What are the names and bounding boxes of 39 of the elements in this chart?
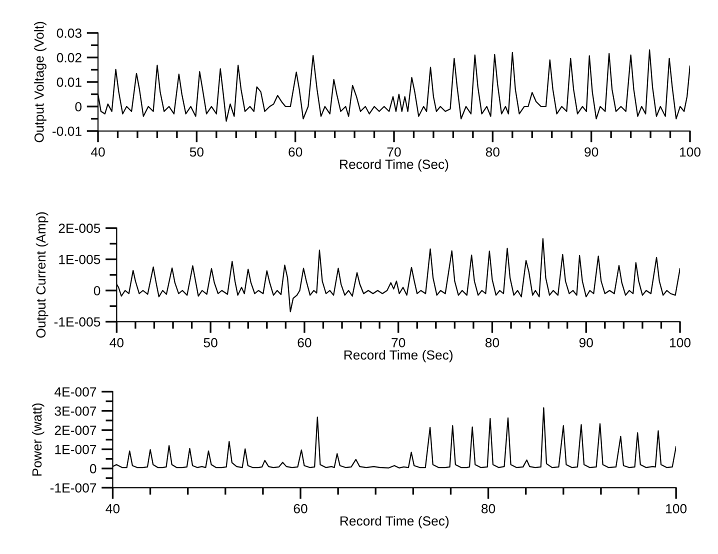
y-tick-label: 0.03: [56, 28, 82, 38]
y-tick-label: 0: [90, 464, 96, 474]
y-tick-label: -0.01: [52, 126, 82, 136]
y-tick-label: 0.01: [56, 78, 82, 87]
x-tick-label: 100: [666, 504, 687, 514]
y-axis-title: Power (watt): [32, 403, 44, 476]
y-tick-label: 4E-007: [54, 387, 96, 397]
y-tick-label: 1E-007: [55, 444, 96, 454]
y-tick-label: -1E-007: [50, 483, 96, 493]
x-tick-label: 80: [482, 504, 496, 514]
y-tick-label: 3E-007: [54, 406, 96, 416]
x-tick-label: 40: [90, 147, 105, 157]
x-tick-label: 100: [680, 147, 700, 157]
y-tick-label: 0.02: [56, 53, 82, 62]
y-tick-label: 0: [94, 286, 100, 296]
x-tick-label: 80: [486, 147, 500, 157]
x-tick-label: 50: [190, 147, 204, 157]
x-tick-label: 90: [584, 147, 598, 157]
y-tick-label: 2E-007: [54, 426, 96, 435]
x-tick-label: 60: [298, 338, 312, 348]
x-tick-label: 80: [485, 338, 500, 348]
y-tick-label: 2E-005: [58, 224, 100, 233]
y-tick-label: 0: [75, 102, 82, 112]
x-tick-label: 70: [387, 147, 401, 157]
x-tick-label: 100: [670, 338, 691, 348]
x-tick-label: 90: [579, 338, 593, 348]
x-axis-title: Record Time (Sec): [340, 516, 449, 528]
x-tick-label: 50: [204, 338, 218, 348]
x-tick-label: 60: [288, 147, 302, 157]
x-axis-title: Record Time (Sec): [340, 159, 448, 172]
y-tick-label: 1E-005: [59, 254, 100, 264]
x-axis-title: Record Time (Sec): [344, 350, 453, 362]
x-tick-label: 70: [392, 338, 406, 348]
x-tick-label: 40: [106, 504, 120, 514]
y-tick-label: -1E-005: [54, 317, 100, 327]
y-axis-title: Output Current (Amp): [36, 212, 48, 338]
x-tick-label: 60: [294, 504, 308, 514]
x-tick-label: 40: [110, 338, 124, 348]
y-axis-title: Output Voltage (Volt): [34, 22, 46, 142]
